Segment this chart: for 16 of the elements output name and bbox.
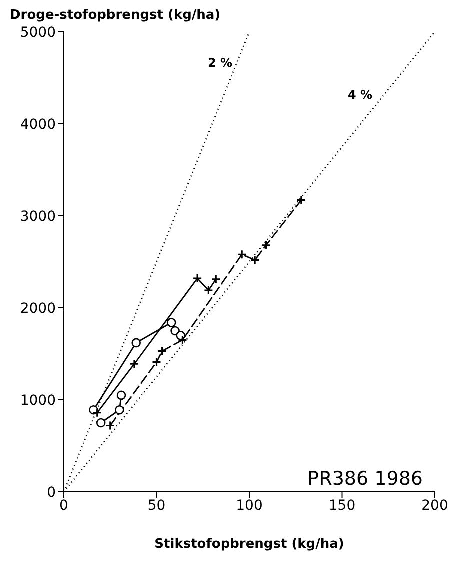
y-tick-label: 3000 [20, 208, 56, 225]
x-tick-label: 50 [148, 498, 166, 514]
y-tick-label: 0 [47, 484, 56, 501]
annotation: 2 % [208, 56, 233, 70]
x-axis-title: Stikstofopbrengst (kg/ha) [154, 537, 344, 552]
annotation: PR386 1986 [308, 468, 423, 490]
annotation: 4 % [348, 88, 373, 102]
y-axis-title: Droge-stofopbrengst (kg/ha) [10, 8, 221, 23]
y-tick-label: 4000 [20, 116, 56, 133]
x-tick-label: 100 [236, 498, 263, 514]
y-tick-label: 1000 [20, 392, 56, 409]
x-tick-label: 200 [422, 498, 448, 514]
x-tick-label: 0 [60, 498, 68, 514]
y-tick-label: 2000 [20, 300, 56, 317]
x-tick-label: 150 [328, 498, 356, 514]
y-tick-label: 5000 [20, 24, 56, 41]
